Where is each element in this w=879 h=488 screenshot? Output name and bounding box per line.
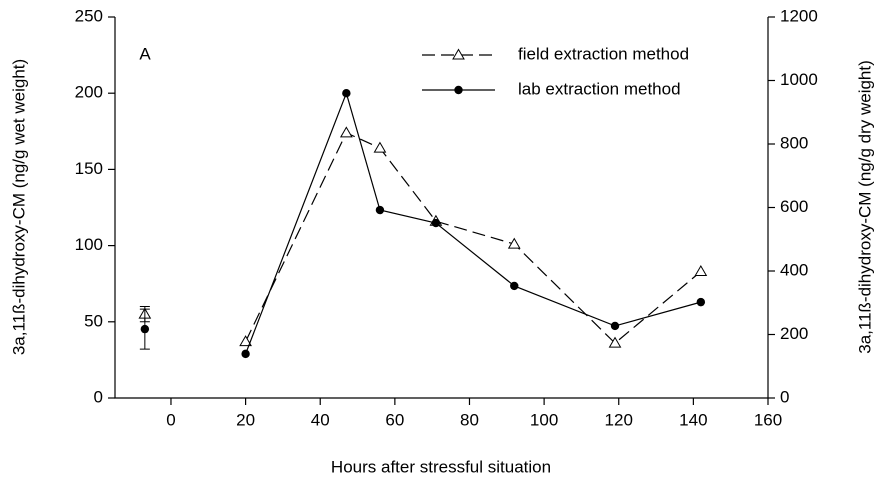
y2-tick-label: 800 xyxy=(780,133,808,152)
data-point xyxy=(239,335,252,347)
y2-tick-label: 1000 xyxy=(780,70,818,89)
y2-tick-label: 0 xyxy=(780,387,789,406)
data-point xyxy=(694,265,708,277)
legend-label: field extraction method xyxy=(518,44,689,63)
data-point xyxy=(510,281,519,291)
data-point xyxy=(610,321,620,331)
x-tick-label: 160 xyxy=(754,410,782,429)
data-point xyxy=(608,336,622,348)
axis-frame xyxy=(114,17,769,399)
x-tick-label: 60 xyxy=(385,410,404,429)
y2-tick-label: 400 xyxy=(780,260,808,279)
x-axis-label: Hours after stressful situation xyxy=(331,457,551,476)
data-point xyxy=(342,89,351,98)
y-tick-label: 200 xyxy=(75,83,103,102)
y-tick-label: 150 xyxy=(75,159,103,178)
x-tick-label: 100 xyxy=(530,410,558,429)
x-tick-label: 0 xyxy=(166,410,175,429)
data-point xyxy=(241,349,250,359)
y-tick-label: 250 xyxy=(75,6,103,25)
y2-tick-label: 200 xyxy=(780,324,808,343)
y-tick-label: 50 xyxy=(84,311,103,330)
x-tick-label: 20 xyxy=(236,410,255,429)
x-tick-label: 40 xyxy=(311,410,330,429)
data-point xyxy=(339,126,353,138)
series-line xyxy=(245,91,701,355)
series-line xyxy=(245,132,702,344)
y2-tick-label: 1200 xyxy=(780,6,818,25)
legend-label: lab extraction method xyxy=(518,79,681,98)
y-tick-label: 100 xyxy=(75,235,103,254)
data-point xyxy=(431,218,441,228)
data-point xyxy=(373,141,387,153)
y-axis-label: 3a,11ß-dihydroxy-CM (ng/g wet weight) xyxy=(9,59,28,355)
data-point xyxy=(507,237,521,249)
x-tick-label: 140 xyxy=(679,410,707,429)
legend-marker xyxy=(452,48,465,60)
data-point xyxy=(696,297,706,307)
legend-marker xyxy=(454,85,463,95)
y-tick-label: 0 xyxy=(94,387,103,406)
x-tick-label: 120 xyxy=(605,410,633,429)
panel-label: A xyxy=(139,44,151,63)
y2-tick-label: 600 xyxy=(780,197,808,216)
data-point xyxy=(375,205,385,215)
x-tick-label: 80 xyxy=(460,410,479,429)
baseline-marker xyxy=(140,324,150,334)
y2-axis-label: 3a,11ß-dihydroxy-CM (ng/g dry weight) xyxy=(855,60,874,354)
